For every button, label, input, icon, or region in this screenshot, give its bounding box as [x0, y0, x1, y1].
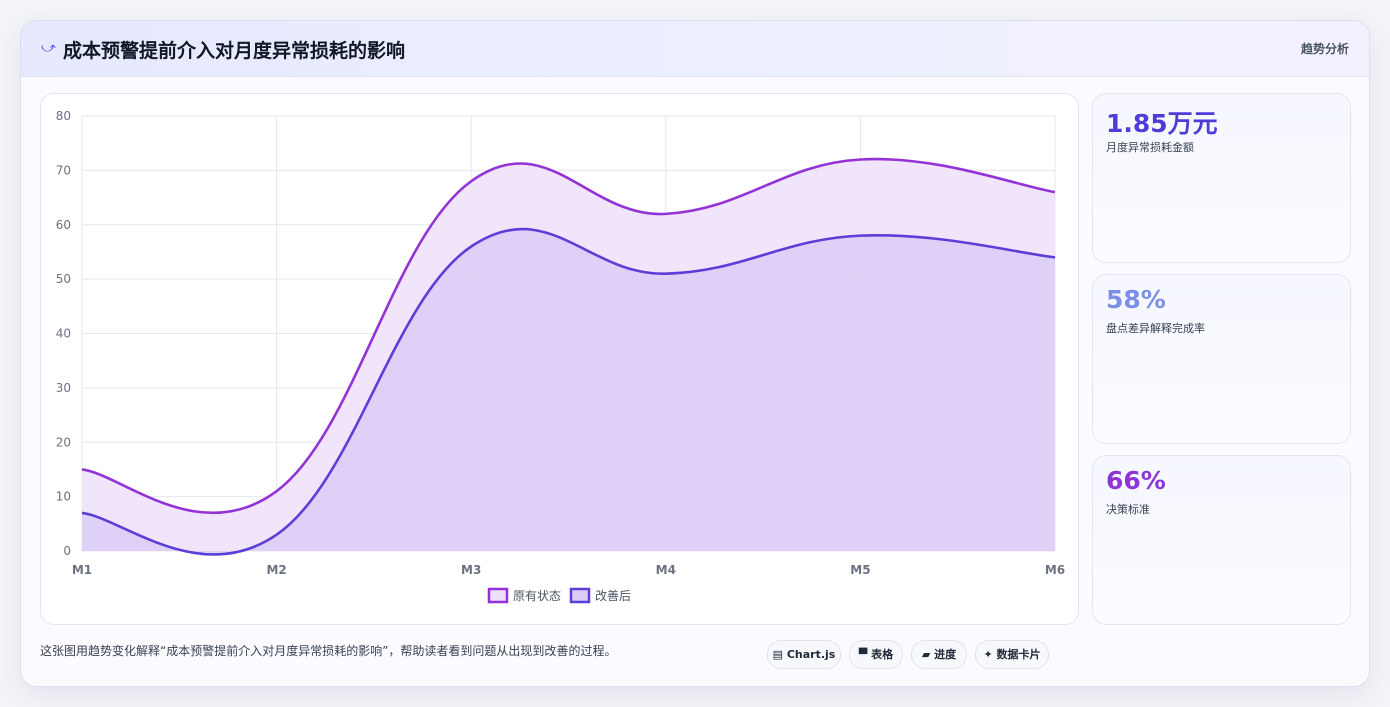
- pill-progress[interactable]: ▰ 进度: [911, 640, 967, 669]
- pill-data-card[interactable]: ✦ 数据卡片: [975, 640, 1049, 669]
- stat-label: 决策标准: [1106, 503, 1150, 516]
- stat-card-loss-amount: 1.85万元 月度异常损耗金额: [1092, 93, 1351, 263]
- pill-table[interactable]: ▀ 表格: [849, 640, 903, 669]
- stat-label: 盘点差异解释完成率: [1106, 322, 1205, 335]
- stat-card-completion-rate: 58% 盘点差异解释完成率: [1092, 274, 1351, 444]
- stat-label: 月度异常损耗金额: [1106, 141, 1194, 154]
- series-area-1: [82, 229, 1055, 555]
- y-tick-label: 10: [56, 490, 71, 504]
- y-tick-label: 20: [56, 435, 71, 449]
- chart-description: 这张图用趋势变化解释“成本预警提前介入对月度异常损耗的影响”，帮助读者看到问题从…: [40, 644, 617, 658]
- card-header: ⤻ 成本预警提前介入对月度异常损耗的影响 趋势分析: [21, 21, 1369, 77]
- y-tick-label: 50: [56, 272, 71, 286]
- y-tick-label: 30: [56, 381, 71, 395]
- stat-value: 66%: [1106, 466, 1166, 495]
- legend-label: 改善后: [595, 588, 631, 603]
- y-tick-label: 0: [63, 544, 71, 558]
- legend-label: 原有状态: [513, 589, 561, 603]
- stat-card-decision-standard: 66% 决策标准: [1092, 455, 1351, 625]
- chart-container: 0 10 20 30 40 50 60 70 80 M1 M2 M3 M4 M5 M6 原有状态 改善后: [40, 93, 1079, 625]
- pill-chartjs[interactable]: ▤ Chart.js: [767, 640, 841, 669]
- x-tick-label: M4: [656, 563, 676, 577]
- x-tick-label: M3: [461, 563, 481, 577]
- legend-swatch: [569, 587, 591, 604]
- area-chart: 0 10 20 30 40 50 60 70 80 M1 M2 M3 M4 M5 M6 原有状态 改善后: [56, 109, 1065, 604]
- x-tick-label: M2: [266, 563, 286, 577]
- chart-card: ⤻ 成本预警提前介入对月度异常损耗的影响 趋势分析 0 10 20 30 40 50 60 7…: [20, 20, 1370, 687]
- y-tick-label: 60: [56, 218, 71, 232]
- x-tick-label: M6: [1045, 563, 1065, 577]
- series-line-0: [81, 157, 1056, 515]
- y-tick-label: 80: [56, 109, 71, 123]
- y-tick-label: 70: [56, 163, 71, 177]
- x-tick-label: M5: [850, 563, 870, 577]
- header-tag: 趋势分析: [1300, 42, 1349, 56]
- legend-swatch: [487, 587, 509, 604]
- x-tick-label: M1: [72, 563, 92, 577]
- y-tick-label: 40: [56, 327, 71, 341]
- page-title: 成本预警提前介入对月度异常损耗的影响: [63, 40, 406, 62]
- series-line-1: [81, 227, 1056, 556]
- trend-icon: ⤻: [41, 40, 56, 56]
- stat-value: 1.85万元: [1106, 109, 1218, 138]
- stat-value: 58%: [1106, 285, 1166, 314]
